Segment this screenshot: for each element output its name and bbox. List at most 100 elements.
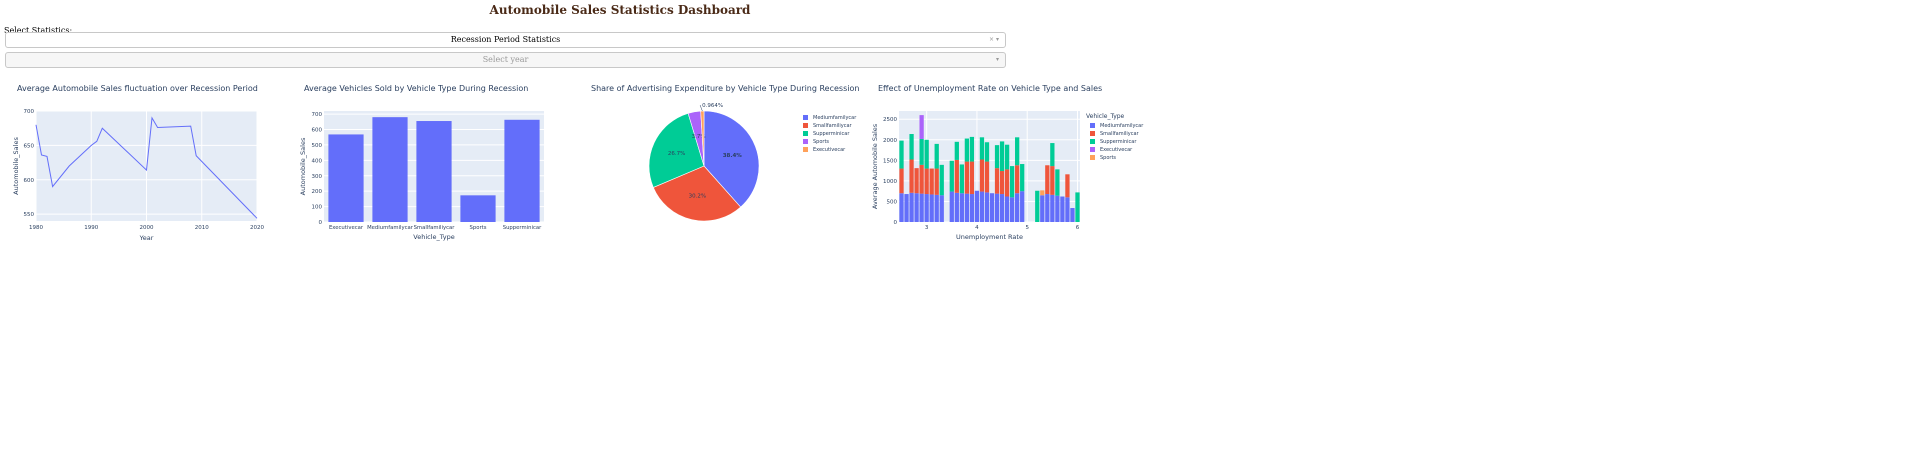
bar-segment xyxy=(934,168,939,195)
bar-segment xyxy=(899,140,904,169)
legend-item[interactable]: Smallfamiliycar xyxy=(1090,131,1139,137)
chevron-down-icon[interactable]: ▾ xyxy=(995,36,999,43)
bar-segment xyxy=(1065,197,1070,222)
stacked-bar-chart[interactable]: 3 4 5 6 0 500 1000 1500 2000 2500 Unemployment Rat… xyxy=(870,78,1170,248)
legend-item[interactable]: Sports xyxy=(803,139,829,145)
y-tick-label: 300 xyxy=(312,174,323,180)
bar-segment xyxy=(999,141,1005,172)
x-tick-label: 5 xyxy=(1025,225,1029,231)
bar-segment xyxy=(984,192,990,222)
legend-item[interactable]: Executivecar xyxy=(1090,147,1132,153)
x-tick-label: Smallfamiliycar xyxy=(414,225,456,231)
legend-label: Mediumfamilycar xyxy=(1100,123,1144,129)
legend-label: Sports xyxy=(1100,155,1117,161)
bar-segment xyxy=(909,159,914,193)
bar-segment xyxy=(1075,192,1080,222)
pie-label: 0.964% xyxy=(702,103,723,109)
legend-label: Smallfamiliycar xyxy=(813,123,852,129)
bar-segment xyxy=(939,164,944,196)
legend-swatch xyxy=(803,115,808,120)
legend-label: Supperminicar xyxy=(813,131,850,137)
bar-segment xyxy=(964,193,970,222)
y-tick-label: 1500 xyxy=(883,158,897,164)
bar-segment xyxy=(1060,196,1065,222)
y-tick-label: 0 xyxy=(894,220,898,226)
legend-item[interactable]: Sports xyxy=(1090,155,1116,161)
bar-segment xyxy=(1050,143,1055,167)
legend-label: Sports xyxy=(813,139,830,145)
bar-segment xyxy=(999,194,1005,222)
bar-segment xyxy=(954,192,959,222)
bar xyxy=(504,119,540,222)
legend-item[interactable]: Smallfamiliycar xyxy=(803,123,852,129)
line-chart[interactable]: 1980 1990 2000 2010 2020 550 600 650 700 Year Auto… xyxy=(0,78,290,248)
statistics-dropdown[interactable]: Recession Period Statistics × ▾ xyxy=(5,32,1006,48)
line-chart-title: Average Automobile Sales fluctuation ove… xyxy=(17,84,258,93)
legend-swatch xyxy=(1090,139,1095,144)
legend-label: Supperminicar xyxy=(1100,139,1137,145)
legend-swatch xyxy=(803,139,808,144)
year-dropdown-placeholder: Select year xyxy=(482,55,529,64)
bar-segment xyxy=(1045,194,1050,222)
bar-segment xyxy=(1055,169,1060,196)
y-tick-label: 200 xyxy=(312,189,323,195)
legend-item[interactable]: Executivecar xyxy=(803,147,845,153)
bar-segment xyxy=(994,193,1000,222)
legend-swatch xyxy=(1090,123,1095,128)
bar-segment xyxy=(919,164,924,194)
bar-segment xyxy=(1004,144,1010,170)
legend-label: Mediumfamilycar xyxy=(813,115,857,121)
x-tick-label: Sports xyxy=(470,225,487,231)
select-statistics-label: Select Statistics: xyxy=(4,26,73,35)
legend-title: Vehicle_Type xyxy=(1086,113,1125,120)
bar-segment xyxy=(979,159,985,192)
bar-chart[interactable]: 0 100 200 300 400 500 600 700 Executivecar Medium… xyxy=(290,78,580,248)
legend-swatch xyxy=(803,147,808,152)
legend-item[interactable]: Supperminicar xyxy=(1090,139,1136,145)
plot-area xyxy=(899,111,1080,222)
bar-segment xyxy=(904,194,909,222)
bar-segment xyxy=(899,193,904,222)
y-tick-label: 500 xyxy=(887,199,898,205)
bar-segment xyxy=(979,137,985,160)
bar-segment xyxy=(1040,190,1045,196)
y-tick-label: 1000 xyxy=(883,179,897,185)
bar-segment xyxy=(1050,194,1055,222)
legend-item[interactable]: Mediumfamilycar xyxy=(803,115,856,121)
bar-segment xyxy=(999,171,1005,195)
bar-segment xyxy=(909,192,914,222)
series-line xyxy=(35,116,258,219)
clear-icon[interactable]: × xyxy=(989,36,995,43)
bar-segment xyxy=(919,193,924,222)
y-tick-label: 550 xyxy=(24,212,35,218)
bar-chart-title: Average Vehicles Sold by Vehicle Type Du… xyxy=(304,84,529,93)
legend-item[interactable]: Supperminicar xyxy=(803,131,849,137)
y-tick-label: 650 xyxy=(24,143,35,149)
pie-label: 38.4% xyxy=(723,153,743,159)
bar-segment xyxy=(1015,137,1020,166)
bar-segment xyxy=(969,194,975,222)
x-tick-label: Mediumfamilycar xyxy=(367,225,414,231)
chevron-down-icon[interactable]: ▾ xyxy=(995,56,999,63)
x-tick-label: Supperminicar xyxy=(503,225,542,231)
year-dropdown[interactable]: Select year ▾ xyxy=(5,52,1006,68)
bar-segment xyxy=(949,160,954,192)
legend-swatch xyxy=(803,131,808,136)
x-tick-label: 6 xyxy=(1076,225,1080,231)
bar-segment xyxy=(994,145,1000,169)
bar-segment xyxy=(929,194,934,222)
bar-segment xyxy=(899,168,904,194)
bar-segment xyxy=(914,193,919,222)
bar-segment xyxy=(919,138,924,165)
bar-segment xyxy=(979,191,985,222)
pie-label-leader xyxy=(699,104,703,112)
y-tick-label: 2000 xyxy=(883,138,897,144)
legend-label: Smallfamiliycar xyxy=(1100,131,1139,137)
bar-segment xyxy=(969,136,975,162)
x-tick-label: 2020 xyxy=(250,225,264,231)
y-tick-label: 2500 xyxy=(883,117,897,123)
bar-segment xyxy=(964,138,970,162)
pie-chart[interactable]: 38.4% 30.2% 26.7% 3.7% 0.964% xyxy=(580,78,870,248)
pie-slice xyxy=(648,112,705,188)
legend-item[interactable]: Mediumfamilycar xyxy=(1090,123,1143,129)
